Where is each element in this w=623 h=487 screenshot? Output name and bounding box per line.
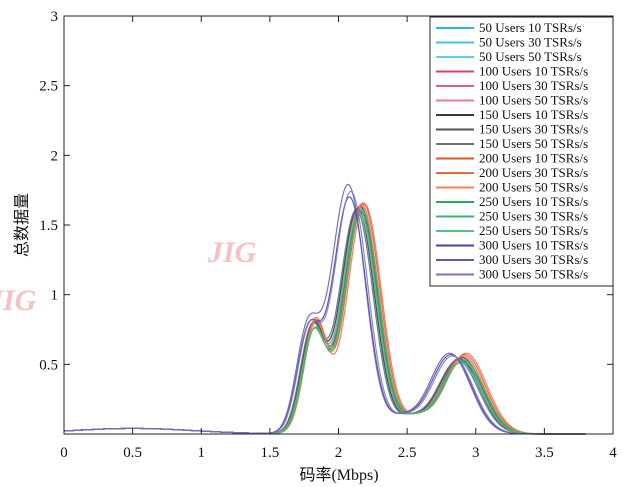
x-tick-label: 1.5 xyxy=(261,445,280,461)
legend-label: 100 Users 10 TSRs/s xyxy=(479,64,588,79)
x-axis-label: 码率(Mbps) xyxy=(299,466,378,484)
legend-label: 150 Users 30 TSRs/s xyxy=(479,122,588,137)
legend-label: 100 Users 30 TSRs/s xyxy=(479,78,588,93)
legend-label: 300 Users 10 TSRs/s xyxy=(479,238,588,253)
watermark-text: JIG xyxy=(0,284,37,317)
legend-label: 200 Users 10 TSRs/s xyxy=(479,151,588,166)
x-tick-label: 3.5 xyxy=(535,445,554,461)
legend-label: 200 Users 50 TSRs/s xyxy=(479,180,588,195)
x-tick-label: 0 xyxy=(60,445,68,461)
legend-label: 300 Users 30 TSRs/s xyxy=(479,252,588,267)
legend-box xyxy=(429,16,614,287)
legend-label: 300 Users 50 TSRs/s xyxy=(479,267,588,282)
y-tick-label: 0.5 xyxy=(39,357,58,373)
y-tick-label: 1.5 xyxy=(39,218,58,234)
legend-label: 250 Users 10 TSRs/s xyxy=(479,194,588,209)
series-line xyxy=(63,190,586,435)
legend-label: 250 Users 30 TSRs/s xyxy=(479,209,588,224)
y-tick-label: 2.5 xyxy=(39,79,58,95)
x-tick-label: 0.5 xyxy=(123,445,142,461)
legend-label: 250 Users 50 TSRs/s xyxy=(479,223,588,238)
y-tick-label: 1 xyxy=(51,288,59,304)
legend-label: 150 Users 50 TSRs/s xyxy=(479,136,588,151)
x-tick-label: 4 xyxy=(609,445,617,461)
x-tick-label: 2.5 xyxy=(398,445,417,461)
legend-label: 200 Users 30 TSRs/s xyxy=(479,165,588,180)
y-axis-label: 总数据量 xyxy=(13,193,31,257)
x-tick-label: 2 xyxy=(335,445,343,461)
legend-label: 50 Users 50 TSRs/s xyxy=(479,49,582,64)
plot-area xyxy=(63,183,586,435)
y-tick-label: 2 xyxy=(51,148,59,164)
watermark-text: JIG xyxy=(207,236,257,269)
x-tick-label: 1 xyxy=(198,445,206,461)
x-tick-label: 3 xyxy=(472,445,480,461)
legend: 50 Users 10 TSRs/s50 Users 30 TSRs/s50 U… xyxy=(429,16,614,287)
legend-label: 50 Users 10 TSRs/s xyxy=(479,20,582,35)
legend-label: 50 Users 30 TSRs/s xyxy=(479,35,582,50)
legend-label: 100 Users 50 TSRs/s xyxy=(479,93,588,108)
y-tick-label: 3 xyxy=(51,9,59,25)
legend-label: 150 Users 10 TSRs/s xyxy=(479,107,588,122)
